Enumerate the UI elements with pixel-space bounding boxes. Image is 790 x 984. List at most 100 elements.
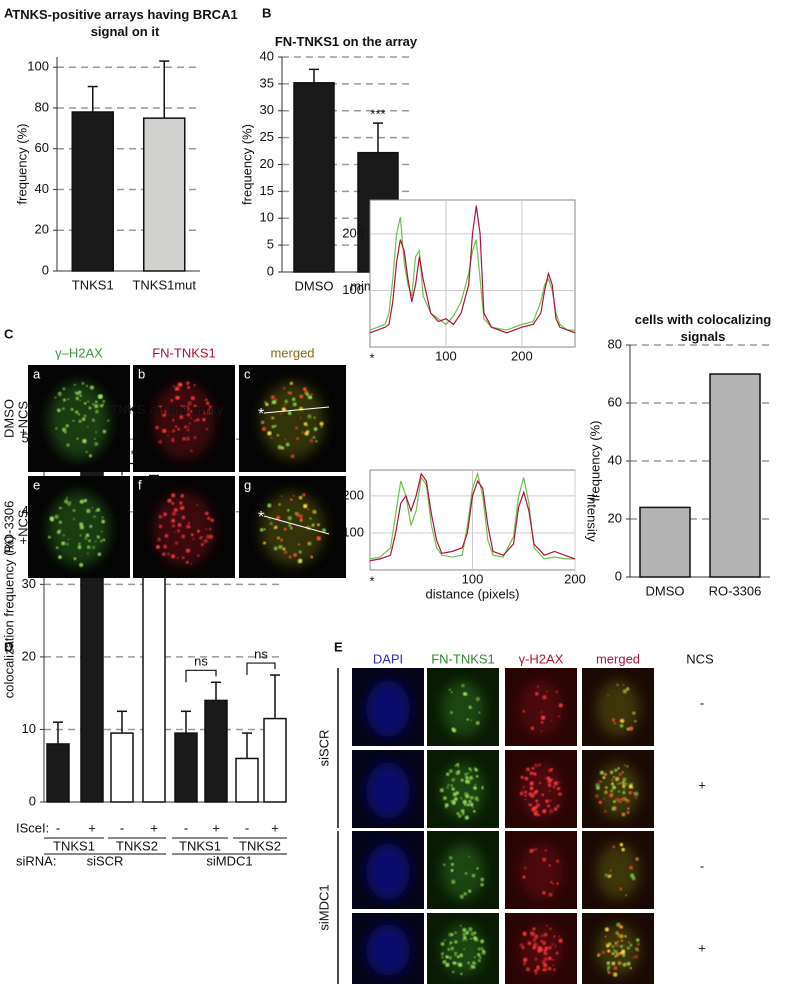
cell-body — [441, 762, 485, 819]
focus — [259, 528, 264, 532]
focus — [614, 944, 617, 947]
focus — [611, 806, 616, 811]
focus — [545, 690, 548, 693]
column-label: FN-TNKS1 — [152, 345, 216, 360]
cell-body — [260, 382, 325, 460]
focus — [279, 412, 282, 416]
x-tick-label: + — [88, 820, 96, 835]
x-tick-label: 200 — [511, 348, 533, 363]
focus — [542, 891, 546, 895]
focus — [285, 442, 290, 447]
focus — [462, 939, 465, 942]
focus — [181, 515, 186, 520]
focus — [462, 927, 467, 932]
focus — [171, 437, 175, 440]
focus — [476, 867, 479, 870]
focus — [171, 511, 176, 516]
focus — [102, 400, 106, 403]
focus — [292, 494, 295, 497]
focus — [450, 691, 453, 694]
focus — [322, 528, 326, 533]
chart-title: TNKS on the array — [110, 402, 224, 417]
focus — [534, 692, 539, 696]
focus — [203, 539, 208, 544]
focus — [481, 787, 484, 790]
focus — [612, 785, 616, 790]
focus — [184, 425, 188, 429]
focus — [292, 402, 297, 407]
focus — [303, 422, 308, 426]
focus — [93, 515, 96, 518]
focus — [623, 788, 626, 790]
focus — [474, 962, 477, 965]
focus — [598, 800, 602, 805]
focus — [612, 775, 616, 779]
focus — [625, 782, 628, 785]
y-tick-label: 100 — [342, 524, 364, 539]
focus — [66, 501, 72, 506]
y-tick-label: 40 — [260, 48, 274, 63]
focus — [102, 429, 107, 434]
focus — [611, 952, 615, 956]
row-label: RO-3306 — [1, 501, 16, 554]
focus — [65, 542, 69, 546]
focus — [85, 450, 88, 454]
micrograph — [352, 913, 424, 984]
focus — [274, 525, 278, 530]
focus — [448, 769, 453, 774]
focus — [163, 512, 167, 517]
focus — [522, 931, 527, 936]
focus — [79, 399, 81, 402]
focus — [627, 807, 630, 810]
focus — [61, 541, 66, 546]
origin-marker: * — [369, 573, 374, 588]
focus — [97, 552, 102, 556]
focus — [463, 948, 466, 951]
bar — [143, 117, 186, 272]
focus — [614, 954, 618, 958]
focus — [96, 508, 101, 512]
focus — [320, 425, 323, 428]
focus — [604, 809, 607, 813]
focus — [205, 428, 209, 431]
focus — [99, 404, 104, 408]
focus — [462, 692, 467, 696]
micrograph — [582, 913, 654, 984]
y-tick-label: 20 — [260, 156, 274, 171]
focus — [309, 438, 314, 443]
focus — [548, 945, 553, 949]
focus — [540, 939, 543, 943]
focus — [176, 529, 181, 533]
focus — [635, 857, 638, 861]
focus — [269, 521, 273, 526]
focus — [477, 953, 481, 957]
focus — [616, 683, 619, 686]
focus — [81, 417, 86, 421]
bar — [110, 732, 134, 803]
focus — [547, 966, 552, 971]
focus — [451, 787, 455, 791]
focus — [472, 961, 476, 965]
group-label: TNKS1 — [53, 838, 95, 853]
focus — [56, 408, 61, 413]
focus — [282, 547, 286, 551]
focus — [177, 382, 182, 387]
bar — [204, 699, 228, 803]
focus — [532, 927, 536, 931]
y-tick-label: 35 — [260, 75, 274, 90]
focus — [187, 401, 192, 406]
focus — [263, 528, 266, 531]
focus — [64, 499, 69, 504]
column-label: γ-H2AX — [519, 651, 564, 666]
focus — [190, 396, 195, 401]
focus — [161, 409, 167, 414]
focus — [157, 537, 161, 542]
focus — [456, 812, 460, 816]
focus — [55, 546, 59, 550]
focus — [174, 387, 178, 391]
x-tick-label: TNKS1 — [72, 277, 114, 292]
focus — [611, 961, 616, 966]
focus — [550, 719, 553, 722]
focus — [88, 454, 93, 458]
focus — [186, 436, 190, 441]
